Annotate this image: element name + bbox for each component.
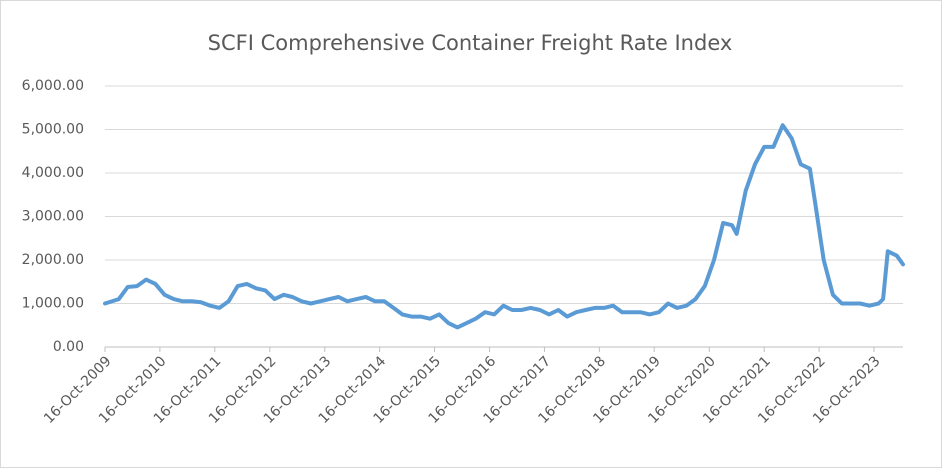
y-tick-label: 0.00 [53,339,84,355]
line-series [103,123,905,330]
y-tick-label: 5,000.00 [22,122,84,138]
y-tick-label: 2,000.00 [22,252,84,268]
y-tick-label: 1,000.00 [22,296,84,312]
chart-title: SCFI Comprehensive Container Freight Rat… [208,31,733,55]
y-tick-label: 6,000.00 [22,78,84,94]
y-tick-label: 3,000.00 [22,209,84,225]
y-tick-label: 4,000.00 [22,165,84,181]
